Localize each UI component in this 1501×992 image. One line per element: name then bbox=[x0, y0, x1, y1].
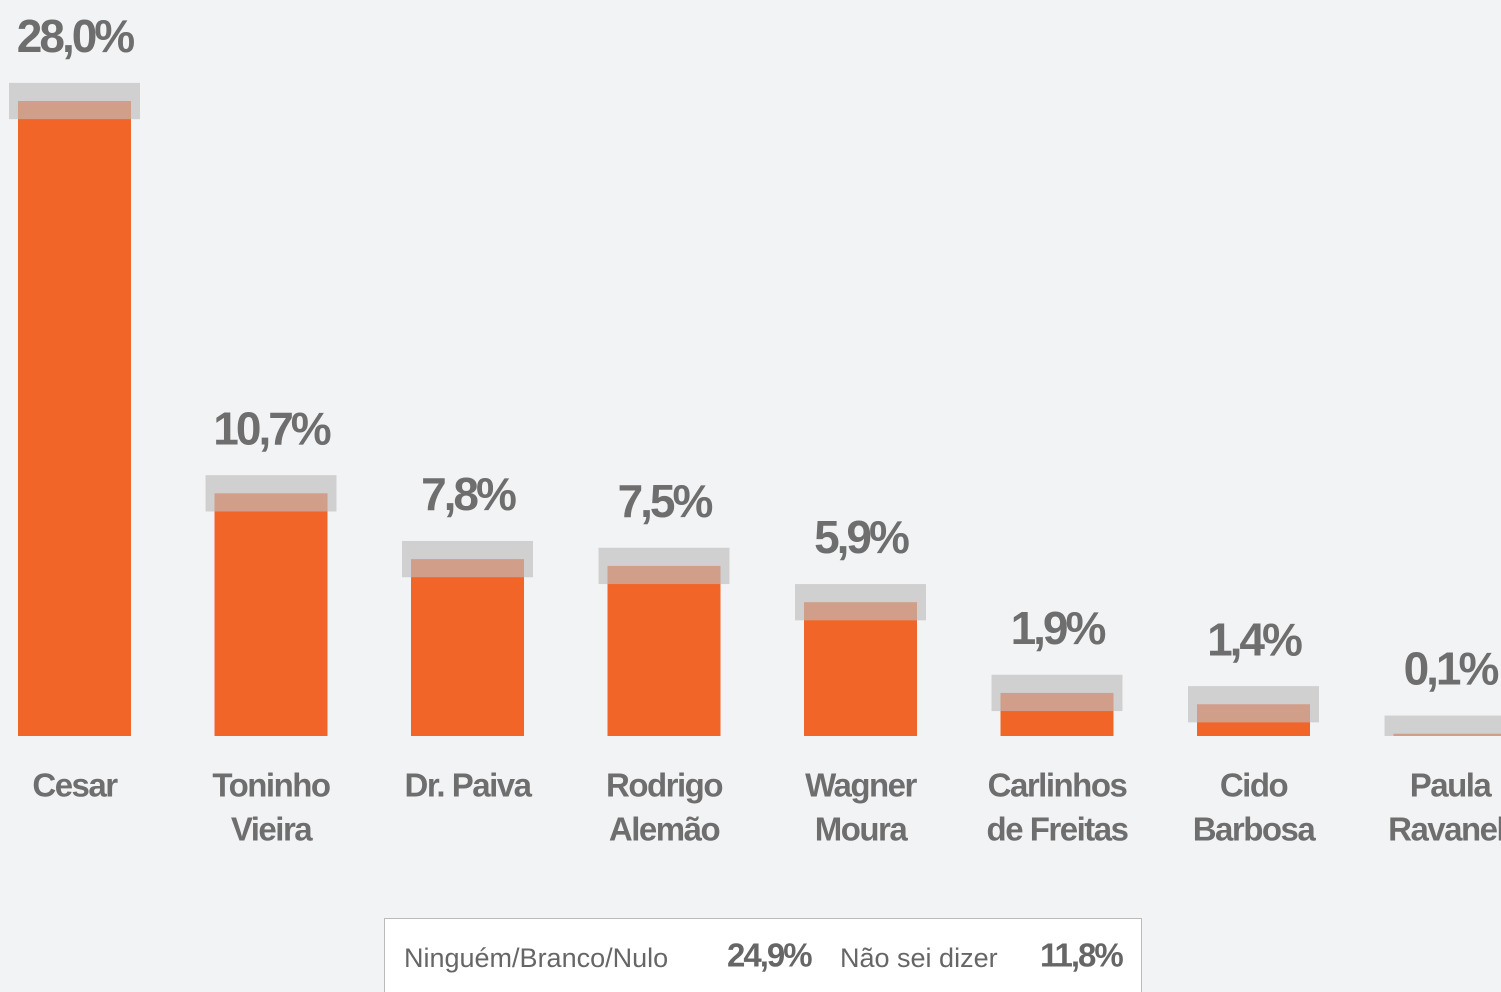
margin-band bbox=[1188, 686, 1319, 723]
value-label: 0,1% bbox=[1404, 643, 1499, 695]
bar bbox=[214, 493, 328, 736]
margin-band bbox=[598, 547, 730, 585]
margin-band bbox=[795, 584, 926, 621]
value-label: 1,4% bbox=[1207, 613, 1302, 665]
category-label: Paula bbox=[1410, 767, 1493, 804]
category-label: Carlinhos bbox=[988, 767, 1127, 804]
category-label: Rodrigo bbox=[606, 767, 722, 804]
margin-band bbox=[402, 540, 533, 578]
category-label: Dr. Paiva bbox=[405, 767, 533, 804]
category-label: Toninho bbox=[212, 767, 330, 804]
bar bbox=[411, 559, 524, 736]
bar bbox=[607, 565, 721, 736]
margin-band bbox=[1384, 715, 1501, 736]
footer-label: Não sei dizer bbox=[840, 943, 998, 973]
category-label: Alemão bbox=[609, 811, 720, 848]
margin-band bbox=[9, 82, 140, 120]
category-label: Wagner bbox=[805, 767, 917, 804]
category-label: Moura bbox=[815, 811, 909, 848]
footer-box bbox=[384, 918, 1142, 992]
value-label: 1,9% bbox=[1011, 602, 1106, 654]
bar bbox=[804, 602, 917, 736]
category-label: Cesar bbox=[32, 767, 118, 804]
margin-band bbox=[205, 475, 337, 512]
margin-band bbox=[991, 674, 1123, 712]
footer-value: 11,8% bbox=[1040, 937, 1123, 974]
category-label: de Freitas bbox=[987, 811, 1128, 848]
value-label: 7,8% bbox=[421, 468, 516, 520]
footer-value: 24,9% bbox=[727, 937, 812, 974]
value-label: 5,9% bbox=[814, 511, 909, 563]
category-label: Cido bbox=[1220, 767, 1288, 804]
category-label: Ravanell bbox=[1388, 811, 1501, 848]
value-label: 7,5% bbox=[618, 475, 713, 527]
value-label: 10,7% bbox=[213, 402, 331, 454]
category-label: Vieira bbox=[231, 811, 313, 848]
category-label: Barbosa bbox=[1193, 811, 1317, 848]
footer-label: Ninguém/Branco/Nulo bbox=[404, 943, 668, 973]
value-label: 28,0% bbox=[17, 10, 135, 62]
bar bbox=[18, 101, 131, 736]
